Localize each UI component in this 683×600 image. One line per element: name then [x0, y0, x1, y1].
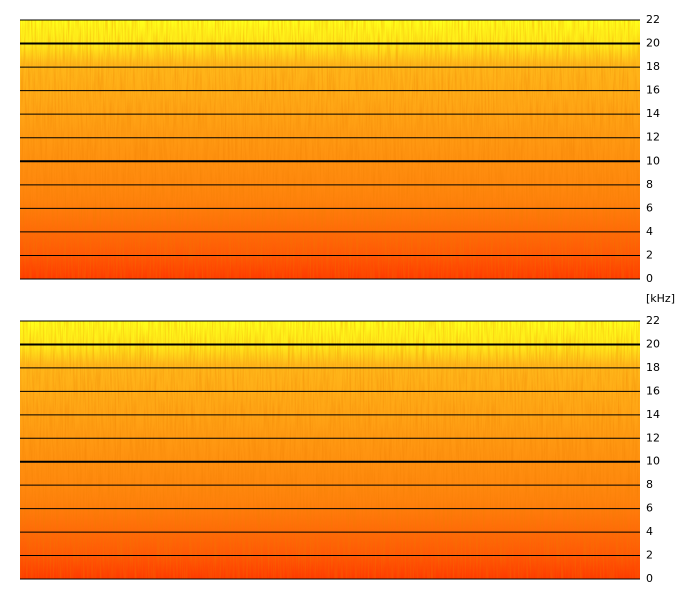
- y-tick-label: 14: [646, 107, 660, 120]
- y-tick-label: 18: [646, 361, 660, 374]
- y-tick-label: 2: [646, 549, 653, 562]
- y-tick-label: 8: [646, 478, 653, 491]
- y-tick-label: 16: [646, 384, 660, 397]
- y-tick-label: 14: [646, 408, 660, 421]
- spectrogram-texture: [20, 20, 640, 279]
- y-tick-label: 22: [646, 314, 660, 327]
- y-tick-label: 4: [646, 525, 653, 538]
- y-tick-label: 8: [646, 178, 653, 191]
- y-tick-label: 6: [646, 502, 653, 515]
- y-tick-label: 20: [646, 337, 660, 350]
- y-tick-label: 18: [646, 60, 660, 73]
- y-tick-label: 2: [646, 248, 653, 261]
- y-tick-label: 0: [646, 272, 653, 285]
- spectrogram-texture: [20, 321, 640, 579]
- y-tick-label: 12: [646, 431, 660, 444]
- y-unit-label: [kHz]: [646, 292, 675, 305]
- y-tick-label: 22: [646, 13, 660, 26]
- y-tick-label: 20: [646, 37, 660, 50]
- y-tick-label: 16: [646, 84, 660, 97]
- y-tick-label: 10: [646, 455, 660, 468]
- y-tick-label: 6: [646, 201, 653, 214]
- y-tick-label: 10: [646, 154, 660, 167]
- y-tick-label: 4: [646, 225, 653, 238]
- y-tick-label: 12: [646, 131, 660, 144]
- y-tick-label: 0: [646, 572, 653, 585]
